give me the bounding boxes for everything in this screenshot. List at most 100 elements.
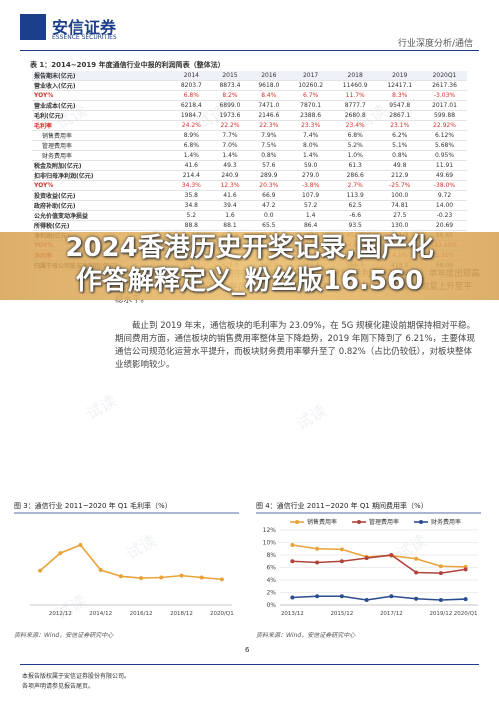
table-row: 营业收入(亿元) 8203.7 8873.4 9618.0 10260.2 11460.9…: [32, 80, 467, 91]
table-cell: 8777.7: [332, 100, 378, 111]
legend-label: 管理费用率: [369, 518, 399, 526]
table-cell: 8.9%: [172, 130, 211, 141]
table-row: 所得税(亿元) 88.8 88.1 65.5 86.4 93.5 130.0 20.69: [32, 220, 467, 231]
table-cell: 23.3%: [288, 120, 333, 131]
logo: 安信证券: [52, 18, 117, 37]
point: [364, 556, 369, 561]
x-tick-label: 2015/12: [330, 611, 353, 617]
table-row: 营业成本(亿元) 6218.4 6899.0 7471.0 7870.1 8777.7 95…: [32, 100, 467, 111]
paragraph: 截止到 2019 年末，通信板块的毛利率为 23.09%，在 5G 规模化建设前…: [115, 321, 476, 370]
table-cell: 1.4%: [288, 150, 333, 161]
point: [389, 553, 394, 557]
table-cell: 毛利率: [32, 120, 172, 131]
point: [339, 559, 344, 564]
header-cell: 2017: [288, 71, 333, 81]
table-cell: 23.4%: [332, 120, 378, 131]
table-cell: 12417.1: [377, 80, 423, 91]
table-cell: 11460.9: [332, 80, 378, 91]
table-cell: 7471.0: [249, 100, 289, 111]
table-cell: 10260.2: [288, 80, 333, 91]
table-cell: 1973.6: [210, 110, 250, 121]
header-cell: 2014: [172, 71, 211, 81]
table-cell: 100.0: [377, 190, 423, 201]
table-cell: 税金及附加(亿元): [32, 160, 172, 171]
table-cell: 47.2: [249, 200, 289, 211]
header-cell: 报告期末(亿元): [32, 71, 172, 81]
table-cell: 214.4: [172, 170, 211, 181]
table-cell: 7.0%: [210, 140, 250, 151]
table-cell: -25.7%: [377, 180, 423, 191]
table-cell: 所得税(亿元): [32, 220, 172, 231]
table-cell: 0.0: [249, 210, 289, 221]
chart-title: 图 3：通信行业 2011~2020 年 Q1 毛利率（%）: [14, 501, 172, 510]
logo-icon: [20, 14, 46, 40]
point: [339, 547, 344, 552]
table-title: 表 1：2014~2019 年度通信行业中报的利润简表（整体法）: [30, 61, 225, 69]
table-cell: 1.0%: [332, 150, 378, 161]
table-row: 公允价值变动净损益 5.2 1.6 0.0 1.4 -6.6 27.5 -0.23: [32, 210, 467, 221]
table-cell: 8.0%: [288, 140, 333, 151]
table-cell: 88.8: [172, 220, 211, 231]
table-cell: 财务费用率: [32, 150, 172, 161]
point: [179, 573, 184, 578]
logo-en: ESSENCE SECURITIES: [52, 34, 117, 41]
x-tick-label: 2019/12: [429, 611, 452, 617]
x-tick-label: 2018/12: [170, 611, 193, 617]
series-line: [292, 554, 466, 574]
point: [118, 574, 123, 579]
header-cell: 2016: [249, 71, 289, 81]
watermark: 试读: [53, 101, 90, 133]
table-cell: 93.5: [332, 220, 378, 231]
footer-line: 各项声明请参见报告尾页。: [22, 683, 95, 690]
table-cell: 289.9: [249, 170, 289, 181]
point: [315, 594, 320, 599]
table-cell: 1984.7: [172, 110, 211, 121]
table-cell: 2388.6: [288, 110, 333, 121]
table-cell: 20.3%: [249, 180, 289, 191]
series-line: [292, 595, 466, 601]
point: [463, 567, 468, 572]
y-tick-label: 8%: [266, 552, 276, 559]
table-cell: 62.5: [332, 200, 378, 211]
point: [438, 564, 443, 569]
x-tick-label: 2020/Q1: [210, 611, 234, 617]
table-cell: 86.4: [288, 220, 333, 231]
banner-line: 2024香港历史开奖记录,国产化: [65, 233, 434, 263]
x-tick-label: 2012/12: [49, 611, 72, 617]
table-cell: 投资收益(亿元): [32, 190, 172, 201]
table-cell: 34.3%: [172, 180, 211, 191]
table-cell: 8.3%: [377, 90, 423, 101]
table-cell: 6.8%: [172, 140, 211, 151]
legend-label: 财务费用率: [431, 518, 461, 526]
table-cell: 212.9: [377, 170, 423, 181]
table-cell: 88.1: [210, 220, 250, 231]
table-cell: 57.2: [288, 200, 333, 211]
footer-rule: [20, 664, 479, 665]
watermark: 试读: [83, 391, 120, 423]
table-cell: 65.5: [249, 220, 289, 231]
chart-title: 图 4：通信行业 2011~2020 年 Q1 期间费用率（%）: [256, 501, 428, 510]
point: [78, 543, 83, 547]
table-cell: 49.8: [377, 160, 423, 171]
page-number: 6: [245, 646, 250, 654]
y-tick-label: 4%: [266, 577, 276, 584]
table-cell: 0.8%: [249, 150, 289, 161]
table-cell: 35.8: [172, 190, 211, 201]
watermark: 试读: [193, 101, 230, 133]
point: [219, 577, 224, 582]
header-rule: [20, 50, 479, 51]
table-cell: 279.0: [288, 170, 333, 181]
x-tick-label: 2017/12: [380, 611, 403, 617]
table-cell: 5.2%: [332, 140, 378, 151]
legend-marker: [357, 520, 361, 524]
table-cell: 130.0: [377, 220, 423, 231]
point: [389, 594, 394, 599]
y-tick-label: 10%: [263, 540, 277, 547]
table-cell: 2680.8: [332, 110, 378, 121]
table-cell: 7.9%: [249, 130, 289, 141]
point: [315, 546, 320, 551]
series-line: [39, 544, 222, 581]
y-tick-label: 6%: [266, 565, 276, 572]
banner: 2024香港历史开奖记录,国产化 作答解释定义_粉丝版16.560: [0, 232, 499, 300]
table-cell: 1.4%: [172, 150, 211, 161]
